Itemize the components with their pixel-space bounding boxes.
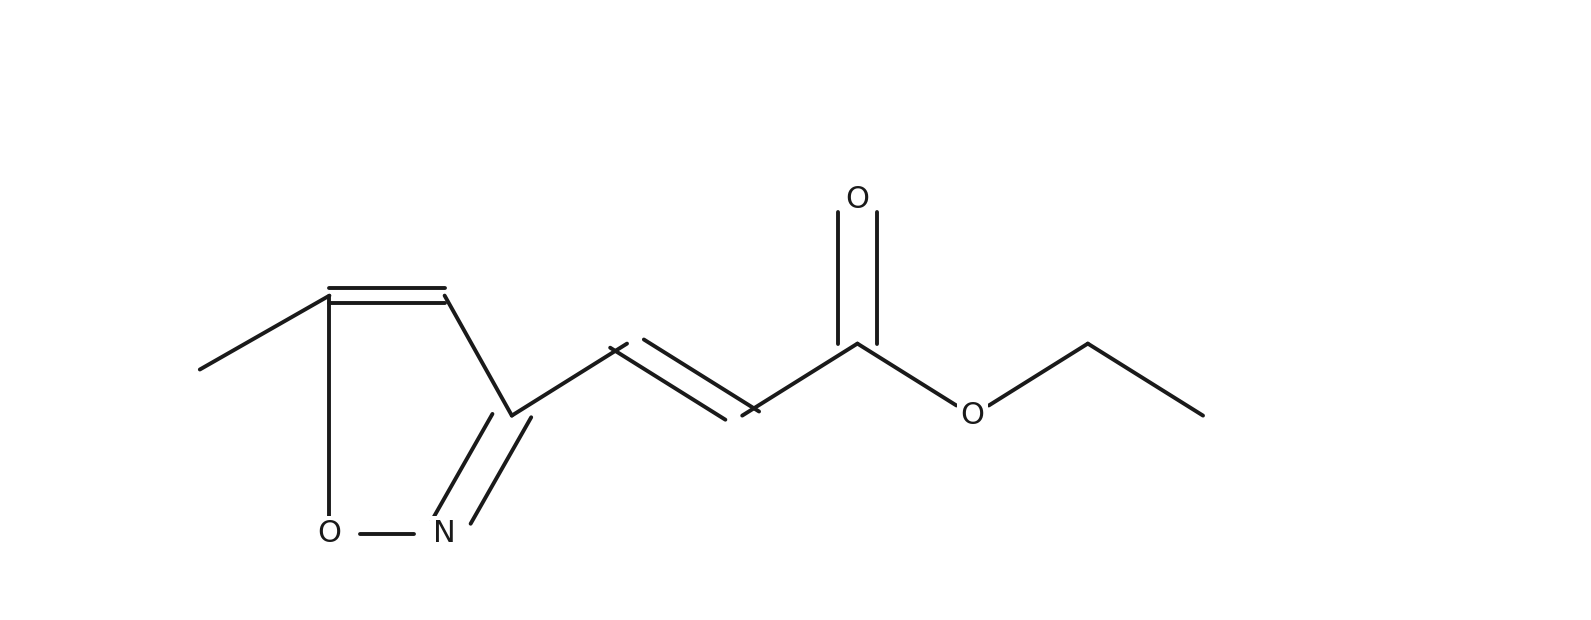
- Text: O: O: [961, 401, 985, 430]
- Text: O: O: [318, 519, 342, 548]
- Text: O: O: [845, 185, 869, 214]
- Text: N: N: [433, 519, 457, 548]
